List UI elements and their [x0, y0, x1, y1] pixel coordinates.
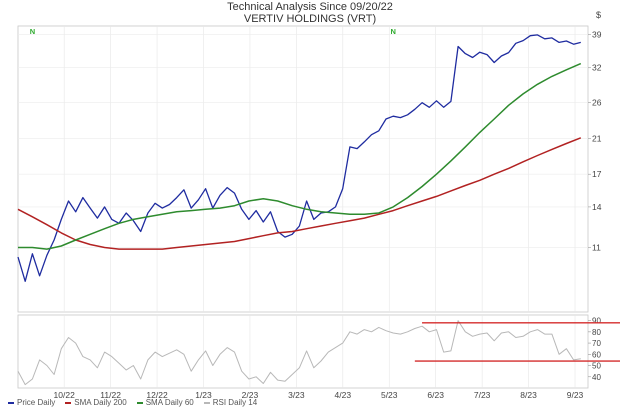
legend-item: RSI Daily 14 — [203, 398, 258, 407]
x-tick-label: 10/22 — [54, 390, 76, 400]
price-flag-label: N — [30, 27, 35, 36]
x-tick-label: 11/22 — [100, 390, 121, 400]
price-tick-label: 11 — [592, 243, 601, 253]
legend-swatch — [203, 401, 210, 404]
x-tick-label: 6/23 — [427, 390, 444, 400]
price-panel-frame — [17, 25, 589, 313]
rsi-tick-label: 70 — [592, 339, 601, 348]
legend-item: Price Daily — [8, 398, 55, 407]
x-tick-label: 1/23 — [195, 390, 212, 400]
price-tick-label: 39 — [592, 29, 602, 39]
legend-label: SMA Daily 200 — [74, 398, 127, 407]
currency-symbol: $ — [596, 10, 601, 20]
x-tick-label: 3/23 — [288, 390, 305, 400]
chart-subtitle: VERTIV HOLDINGS (VRT) — [243, 13, 377, 25]
price-tick-label: 26 — [592, 98, 602, 108]
rsi-tick-label: 80 — [592, 328, 601, 337]
legend: Price Daily SMA Daily 200 SMA Daily 60 RSI … — [8, 398, 267, 407]
rsi-panel-frame — [17, 314, 589, 389]
series-line-sma-daily-200 — [17, 137, 582, 250]
x-tick-label: 2/23 — [242, 390, 259, 400]
price-tick-label: 21 — [592, 134, 602, 144]
series-line-price-daily — [17, 34, 581, 282]
x-tick-label: 8/23 — [520, 390, 537, 400]
legend-item: SMA Daily 60 — [136, 398, 194, 407]
rsi-tick-label: 60 — [592, 350, 601, 359]
legend-swatch — [65, 401, 72, 404]
series-line-sma-daily-60 — [18, 62, 582, 250]
chart-title: Technical Analysis Since 09/20/22 — [227, 1, 393, 13]
x-tick-label: 12/22 — [146, 390, 168, 400]
price-tick-label: 32 — [592, 63, 602, 73]
legend-swatch — [136, 401, 143, 404]
legend-label: Price Daily — [17, 398, 56, 407]
legend-item: SMA Daily 200 — [65, 398, 127, 407]
legend-swatch — [8, 401, 14, 404]
series-line-rsi-daily-14 — [17, 320, 581, 386]
rsi-panel: 40 50 60 70 80 90 — [17, 314, 620, 389]
legend-label: RSI Daily 14 — [212, 398, 258, 407]
x-tick-label: 9/23 — [567, 390, 584, 400]
x-tick-label: 5/23 — [381, 390, 398, 400]
legend-label: SMA Daily 60 — [145, 398, 194, 407]
price-tick-label: 14 — [592, 202, 602, 212]
x-tick-label: 4/23 — [335, 390, 352, 400]
price-panel: 11 14 17 21 26 32 39 N N — [17, 25, 602, 313]
rsi-tick-label: 50 — [592, 362, 601, 371]
x-tick-label: 7/23 — [474, 390, 491, 400]
rsi-tick-label: 90 — [592, 317, 601, 326]
x-axis: 10/22 11/22 12/22 1/23 2/23 3/23 4/23 5/23 6/23 7… — [54, 390, 584, 400]
price-flag-label: N — [390, 27, 395, 36]
price-tick-label: 17 — [592, 169, 602, 179]
rsi-tick-label: 40 — [592, 373, 601, 382]
